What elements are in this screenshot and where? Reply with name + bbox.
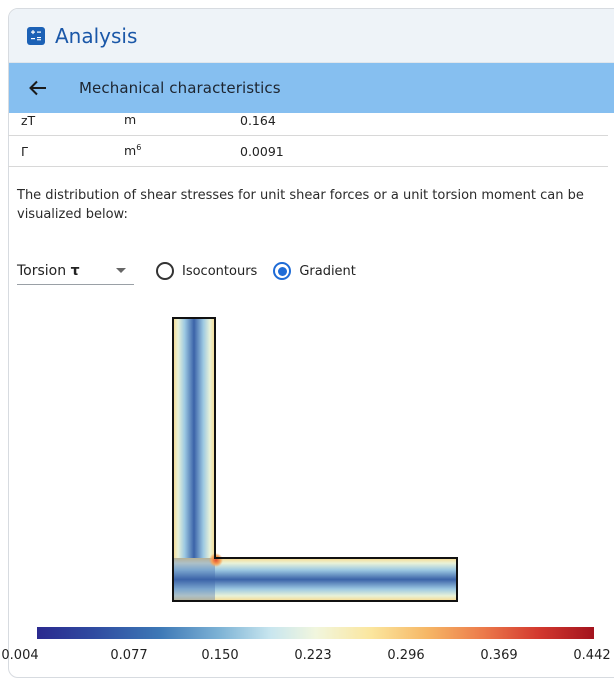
- colorbar-tick: 0.004: [1, 648, 39, 663]
- row-unit: m6: [124, 143, 142, 159]
- chevron-down-icon: [116, 268, 126, 273]
- table-row: Γ m6 0.0091: [8, 136, 608, 167]
- row-value: 0.164: [240, 112, 276, 128]
- section-header: Mechanical characteristics: [9, 63, 614, 113]
- colorbar-tick: 0.296: [387, 648, 425, 663]
- radio-label: Gradient: [299, 263, 356, 279]
- section-title: Mechanical characteristics: [79, 79, 281, 97]
- app-title: Analysis: [55, 23, 138, 48]
- radio-isocontours[interactable]: Isocontours: [156, 262, 257, 280]
- row-name: Γ: [21, 143, 28, 159]
- description-text: The distribution of shear stresses for u…: [17, 188, 584, 222]
- colorbar-tick: 0.223: [294, 648, 332, 663]
- characteristics-table: zT m 0.164 Γ m6 0.0091: [8, 105, 608, 167]
- arrow-left-icon: [29, 80, 46, 96]
- colorbar-tick: 0.369: [480, 648, 518, 663]
- radio-checked-icon: [273, 262, 292, 280]
- radio-label: Isocontours: [182, 263, 258, 279]
- colorbar-tick: 0.442: [573, 648, 611, 663]
- radio-gradient[interactable]: Gradient: [273, 262, 356, 280]
- l-section-shape: [172, 317, 458, 602]
- visualization-controls: Torsion τ Isocontours Gradient: [17, 256, 372, 286]
- colorbar-tick: 0.150: [201, 648, 239, 663]
- display-mode-radios: Isocontours Gradient: [156, 262, 372, 280]
- row-value: 0.0091: [240, 143, 284, 159]
- colorbar-tick: 0.077: [110, 648, 148, 663]
- row-name: zT: [21, 112, 36, 128]
- table-row: zT m 0.164: [8, 105, 608, 136]
- back-button[interactable]: [25, 75, 51, 101]
- title-bar: Analysis: [9, 9, 614, 63]
- load-case-select[interactable]: Torsion τ: [17, 258, 134, 285]
- colorbar: [37, 627, 594, 639]
- select-value: Torsion τ: [17, 262, 80, 279]
- stress-plot: [172, 317, 458, 602]
- row-unit: m: [124, 112, 137, 128]
- radio-unchecked-icon: [156, 262, 174, 280]
- calculator-icon: [27, 26, 45, 45]
